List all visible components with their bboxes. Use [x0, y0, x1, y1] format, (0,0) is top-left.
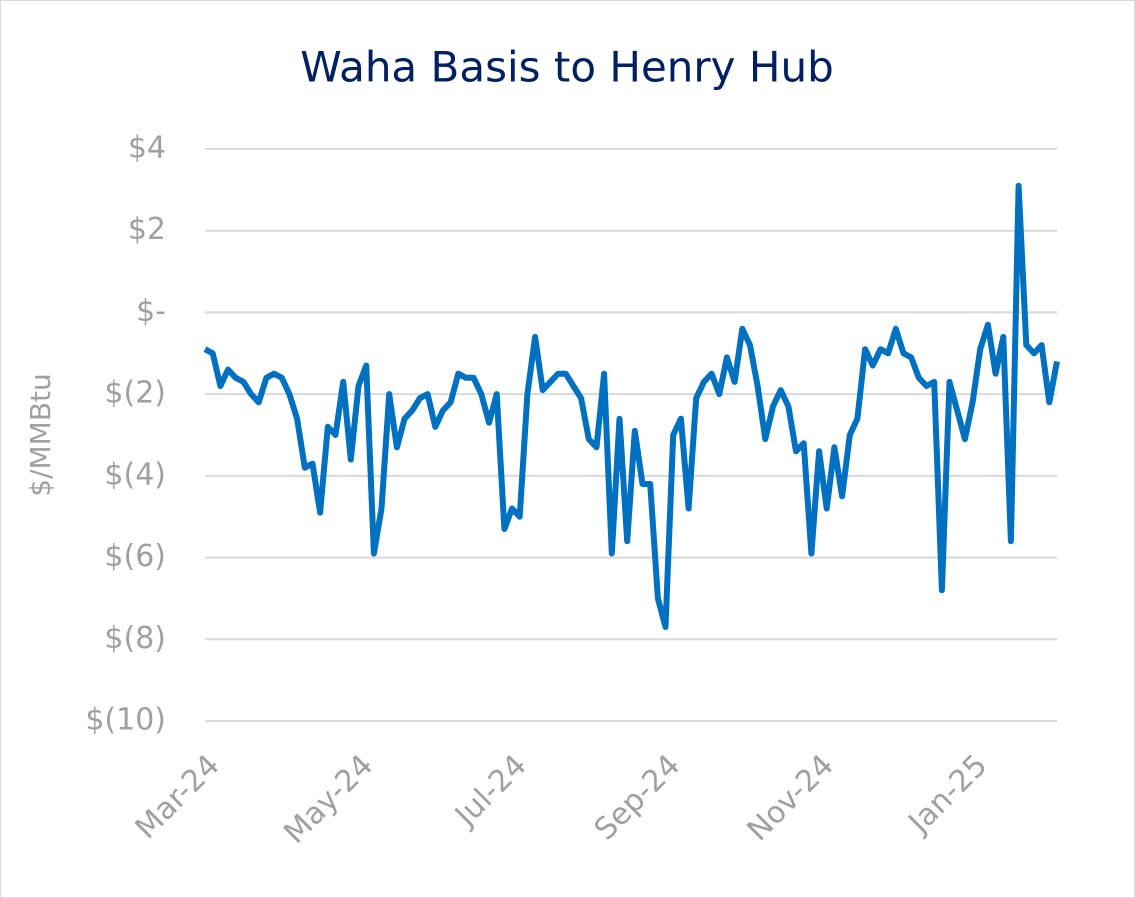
y-tick-label: $(10) — [85, 703, 166, 738]
chart-title: Waha Basis to Henry Hub — [300, 43, 834, 92]
y-tick-label: $2 — [128, 212, 166, 247]
y-tick-label: $- — [136, 294, 166, 329]
y-tick-label: $(4) — [104, 457, 166, 492]
y-tick-label: $(2) — [104, 376, 166, 411]
y-tick-label: $(8) — [104, 621, 166, 656]
y-tick-label: $(6) — [104, 539, 166, 574]
y-tick-label: $4 — [128, 131, 166, 166]
y-axis-label: $/MMBtu — [24, 373, 57, 497]
data-line — [203, 182, 1060, 630]
